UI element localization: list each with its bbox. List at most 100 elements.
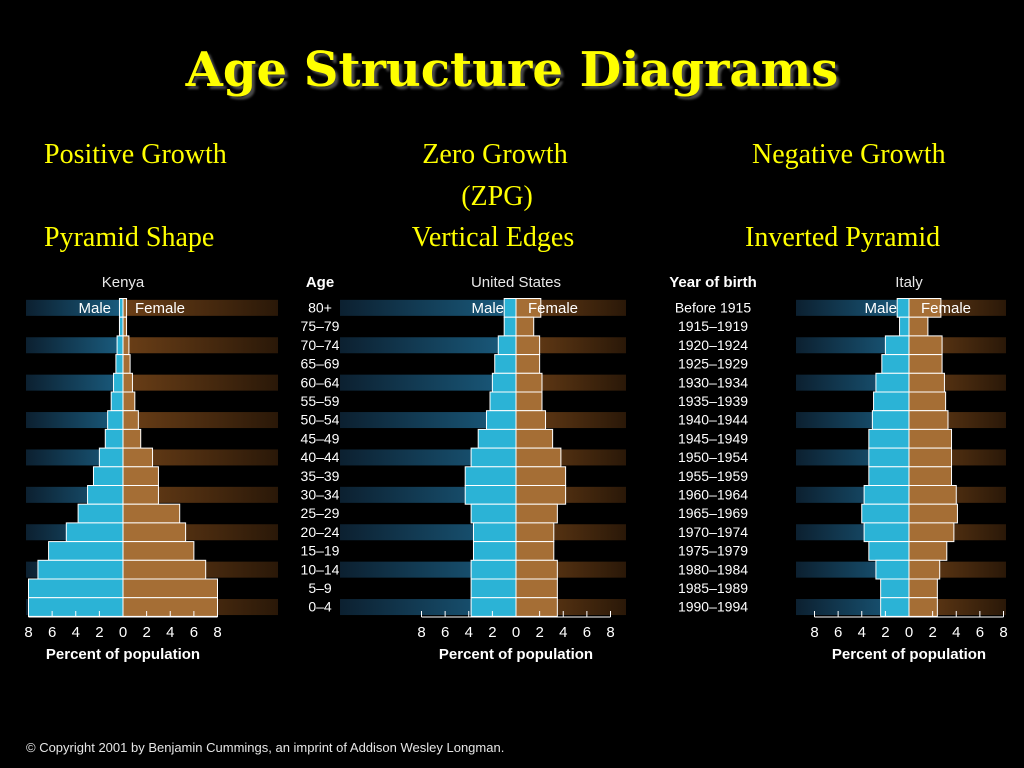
bar-female: [515, 428, 554, 449]
bar-male: [884, 335, 910, 356]
female-label: Female: [528, 300, 578, 317]
bar-male: [37, 559, 124, 580]
year-of-birth-label: 1960–1964: [678, 487, 748, 503]
caption-inverted-pyramid: Inverted Pyramid: [745, 222, 941, 253]
caption-negative-growth: Negative Growth: [752, 139, 946, 170]
x-tick-label: 6: [441, 624, 449, 641]
bar-female: [122, 447, 154, 468]
row-band-male: [340, 412, 516, 429]
year-of-birth-label: 1955–1959: [678, 468, 748, 484]
bar-male: [118, 298, 124, 318]
row-band-male: [796, 337, 909, 354]
bar-male: [104, 428, 124, 449]
bar-female: [515, 503, 558, 524]
bar-male: [477, 428, 517, 449]
x-tick-label: 4: [952, 624, 960, 641]
year-of-birth-label: 1935–1939: [678, 393, 748, 409]
male-label: Male: [471, 300, 504, 317]
age-header: Age: [306, 274, 334, 291]
bar-female: [908, 372, 945, 393]
caption-positive-growth: Positive Growth: [44, 139, 227, 170]
bar-male: [115, 354, 124, 374]
bar-female: [908, 503, 958, 524]
row-band-female: [123, 412, 278, 429]
bar-male: [868, 428, 910, 449]
age-group-label: 80+: [308, 300, 332, 316]
bar-male: [868, 447, 910, 468]
bar-female: [908, 578, 938, 599]
year-of-birth-label: 1970–1974: [678, 524, 748, 540]
bar-male: [896, 298, 910, 318]
age-group-label: 55–59: [301, 393, 340, 409]
age-group-label: 35–39: [301, 468, 340, 484]
bar-female: [908, 391, 947, 412]
row-band-female: [516, 337, 626, 354]
bar-male: [863, 522, 910, 543]
age-group-label: 70–74: [301, 337, 340, 353]
x-tick-label: 6: [48, 624, 56, 641]
row-band-female: [516, 374, 626, 391]
x-tick-label: 2: [535, 624, 543, 641]
year-of-birth-label: 1975–1979: [678, 543, 748, 559]
x-tick-label: 4: [166, 624, 174, 641]
bar-female: [908, 541, 948, 561]
row-band-male: [796, 299, 909, 316]
age-group-label: 0–4: [308, 599, 332, 615]
bar-female: [515, 541, 555, 561]
female-label: Female: [921, 300, 971, 317]
country-label-united-states: United States: [471, 274, 561, 291]
year-of-birth-label: 1915–1919: [678, 318, 748, 334]
x-tick-label: 6: [976, 624, 984, 641]
bar-female: [122, 372, 133, 393]
year-of-birth-label: 1980–1984: [678, 561, 748, 577]
bar-female: [515, 410, 547, 430]
caption-zero-growth: Zero Growth: [422, 139, 568, 170]
row-band-female: [123, 337, 278, 354]
bar-female: [515, 485, 567, 505]
bar-male: [98, 447, 124, 468]
x-axis-title: Percent of population: [46, 646, 200, 663]
caption-pyramid-shape: Pyramid Shape: [44, 222, 215, 253]
bar-female: [515, 597, 558, 617]
bar-male: [107, 410, 124, 430]
year-of-birth-label: 1950–1954: [678, 449, 748, 465]
bar-female: [515, 466, 567, 487]
bar-male: [48, 541, 124, 561]
row-band-male: [340, 374, 516, 391]
bar-male: [494, 354, 517, 374]
x-tick-label: 8: [810, 624, 818, 641]
x-tick-label: 0: [119, 624, 127, 641]
bar-male: [875, 372, 910, 393]
age-group-label: 60–64: [301, 374, 340, 390]
x-tick-label: 0: [905, 624, 913, 641]
bar-male: [28, 578, 124, 599]
x-tick-label: 4: [858, 624, 866, 641]
x-axis-title: Percent of population: [439, 646, 593, 663]
age-group-label: 20–24: [301, 524, 340, 540]
x-tick-label: 8: [213, 624, 221, 641]
bar-male: [489, 391, 517, 412]
bar-male: [116, 335, 124, 356]
bar-female: [515, 447, 562, 468]
bar-male: [87, 485, 124, 505]
x-tick-label: 2: [95, 624, 103, 641]
bar-female: [515, 335, 541, 356]
bar-female: [122, 428, 142, 449]
x-tick-label: 2: [881, 624, 889, 641]
x-tick-label: 6: [583, 624, 591, 641]
age-group-label: 10–14: [301, 561, 340, 577]
bar-female: [908, 335, 943, 356]
caption-vertical-edges: Vertical Edges: [411, 222, 575, 253]
bar-female: [122, 391, 136, 412]
bar-male: [503, 316, 517, 337]
row-band-female: [123, 449, 278, 466]
caption-zpg: (ZPG): [461, 181, 533, 212]
row-band-male: [26, 374, 123, 391]
bar-female: [908, 428, 953, 449]
copyright-notice: © Copyright 2001 by Benjamin Cummings, a…: [26, 740, 505, 755]
bar-male: [472, 522, 517, 543]
bar-female: [122, 522, 187, 543]
row-band-male: [340, 524, 516, 541]
year-of-birth-label: 1940–1944: [678, 412, 748, 428]
